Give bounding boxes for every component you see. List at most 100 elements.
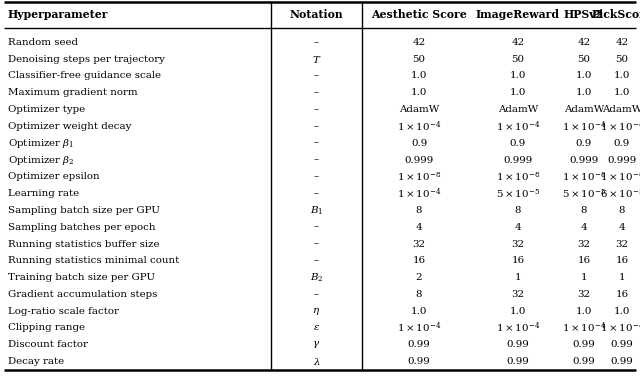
- Text: $T$: $T$: [312, 54, 321, 65]
- Text: –: –: [314, 223, 319, 232]
- Text: $1 \times 10^{-4}$: $1 \times 10^{-4}$: [496, 119, 540, 134]
- Text: 1.0: 1.0: [614, 71, 630, 80]
- Text: 50: 50: [616, 55, 628, 64]
- Text: –: –: [314, 240, 319, 249]
- Text: 50: 50: [577, 55, 591, 64]
- Text: AdamW: AdamW: [399, 105, 439, 114]
- Text: –: –: [314, 172, 319, 181]
- Text: 0.99: 0.99: [507, 357, 529, 366]
- Text: AdamW: AdamW: [602, 105, 640, 114]
- Text: $1 \times 10^{-4}$: $1 \times 10^{-4}$: [397, 186, 441, 201]
- Text: 0.999: 0.999: [404, 156, 434, 165]
- Text: ImageReward: ImageReward: [476, 9, 560, 21]
- Text: 0.9: 0.9: [510, 139, 526, 148]
- Text: 16: 16: [511, 256, 525, 265]
- Text: Training batch size per GPU: Training batch size per GPU: [8, 273, 155, 282]
- Text: 8: 8: [619, 206, 625, 215]
- Text: 1.0: 1.0: [510, 307, 526, 316]
- Text: 16: 16: [412, 256, 426, 265]
- Text: $1 \times 10^{-8}$: $1 \times 10^{-8}$: [397, 170, 441, 183]
- Text: Notation: Notation: [290, 9, 343, 21]
- Text: 32: 32: [412, 240, 426, 249]
- Text: 2: 2: [416, 273, 422, 282]
- Text: 8: 8: [515, 206, 521, 215]
- Text: –: –: [314, 256, 319, 265]
- Text: Sampling batch size per GPU: Sampling batch size per GPU: [8, 206, 160, 215]
- Text: Optimizer weight decay: Optimizer weight decay: [8, 122, 131, 131]
- Text: Decay rate: Decay rate: [8, 357, 64, 366]
- Text: 32: 32: [511, 290, 525, 299]
- Text: $B_1$: $B_1$: [310, 204, 323, 217]
- Text: 1.0: 1.0: [411, 71, 427, 80]
- Text: 42: 42: [616, 38, 628, 47]
- Text: 50: 50: [511, 55, 525, 64]
- Text: 4: 4: [580, 223, 588, 232]
- Text: 1.0: 1.0: [510, 88, 526, 97]
- Text: $1 \times 10^{-8}$: $1 \times 10^{-8}$: [562, 170, 606, 183]
- Text: 1: 1: [515, 273, 522, 282]
- Text: 0.999: 0.999: [607, 156, 637, 165]
- Text: 0.99: 0.99: [611, 357, 634, 366]
- Text: 0.99: 0.99: [408, 340, 430, 349]
- Text: Running statistics minimal count: Running statistics minimal count: [8, 256, 179, 265]
- Text: HPSv2: HPSv2: [564, 9, 604, 21]
- Text: 0.99: 0.99: [611, 340, 634, 349]
- Text: 1.0: 1.0: [614, 88, 630, 97]
- Text: Random seed: Random seed: [8, 38, 78, 47]
- Text: Gradient accumulation steps: Gradient accumulation steps: [8, 290, 157, 299]
- Text: $1 \times 10^{-4}$: $1 \times 10^{-4}$: [397, 119, 441, 134]
- Text: Denoising steps per trajectory: Denoising steps per trajectory: [8, 55, 165, 64]
- Text: AdamW: AdamW: [498, 105, 538, 114]
- Text: Optimizer $\beta_1$: Optimizer $\beta_1$: [8, 137, 74, 150]
- Text: 32: 32: [511, 240, 525, 249]
- Text: $5 \times 10^{-5}$: $5 \times 10^{-5}$: [562, 187, 606, 200]
- Text: 0.9: 0.9: [411, 139, 427, 148]
- Text: $\eta$: $\eta$: [312, 306, 321, 317]
- Text: –: –: [314, 189, 319, 198]
- Text: 0.999: 0.999: [570, 156, 598, 165]
- Text: $1 \times 10^{-4}$: $1 \times 10^{-4}$: [496, 321, 540, 335]
- Text: $1 \times 10^{-4}$: $1 \times 10^{-4}$: [562, 119, 606, 134]
- Text: 8: 8: [416, 290, 422, 299]
- Text: 32: 32: [577, 240, 591, 249]
- Text: 1.0: 1.0: [576, 88, 592, 97]
- Text: 8: 8: [580, 206, 588, 215]
- Text: 0.9: 0.9: [614, 139, 630, 148]
- Text: 0.9: 0.9: [576, 139, 592, 148]
- Text: –: –: [314, 122, 319, 131]
- Text: 4: 4: [515, 223, 522, 232]
- Text: 1.0: 1.0: [614, 307, 630, 316]
- Text: –: –: [314, 38, 319, 47]
- Text: $B_2$: $B_2$: [310, 271, 323, 284]
- Text: 32: 32: [616, 240, 628, 249]
- Text: Hyperparameter: Hyperparameter: [8, 9, 109, 21]
- Text: $\epsilon$: $\epsilon$: [313, 323, 320, 332]
- Text: $1 \times 10^{-8}$: $1 \times 10^{-8}$: [496, 170, 540, 183]
- Text: Optimizer $\beta_2$: Optimizer $\beta_2$: [8, 153, 75, 167]
- Text: –: –: [314, 290, 319, 299]
- Text: 42: 42: [577, 38, 591, 47]
- Text: 16: 16: [616, 256, 628, 265]
- Text: 0.99: 0.99: [573, 340, 595, 349]
- Text: 16: 16: [577, 256, 591, 265]
- Text: Discount factor: Discount factor: [8, 340, 88, 349]
- Text: –: –: [314, 71, 319, 80]
- Text: 0.99: 0.99: [408, 357, 430, 366]
- Text: –: –: [314, 105, 319, 114]
- Text: 42: 42: [511, 38, 525, 47]
- Text: $1 \times 10^{-4}$: $1 \times 10^{-4}$: [600, 321, 640, 335]
- Text: 1.0: 1.0: [510, 71, 526, 80]
- Text: $1 \times 10^{-4}$: $1 \times 10^{-4}$: [562, 321, 606, 335]
- Text: Optimizer epsilon: Optimizer epsilon: [8, 172, 100, 181]
- Text: $6 \times 10^{-5}$: $6 \times 10^{-5}$: [600, 187, 640, 200]
- Text: $\gamma$: $\gamma$: [312, 339, 321, 350]
- Text: 50: 50: [413, 55, 426, 64]
- Text: –: –: [314, 139, 319, 148]
- Text: Optimizer type: Optimizer type: [8, 105, 85, 114]
- Text: 0.999: 0.999: [504, 156, 532, 165]
- Text: 8: 8: [416, 206, 422, 215]
- Text: PickScore: PickScore: [591, 9, 640, 21]
- Text: Aesthetic Score: Aesthetic Score: [371, 9, 467, 21]
- Text: 4: 4: [416, 223, 422, 232]
- Text: 1.0: 1.0: [576, 307, 592, 316]
